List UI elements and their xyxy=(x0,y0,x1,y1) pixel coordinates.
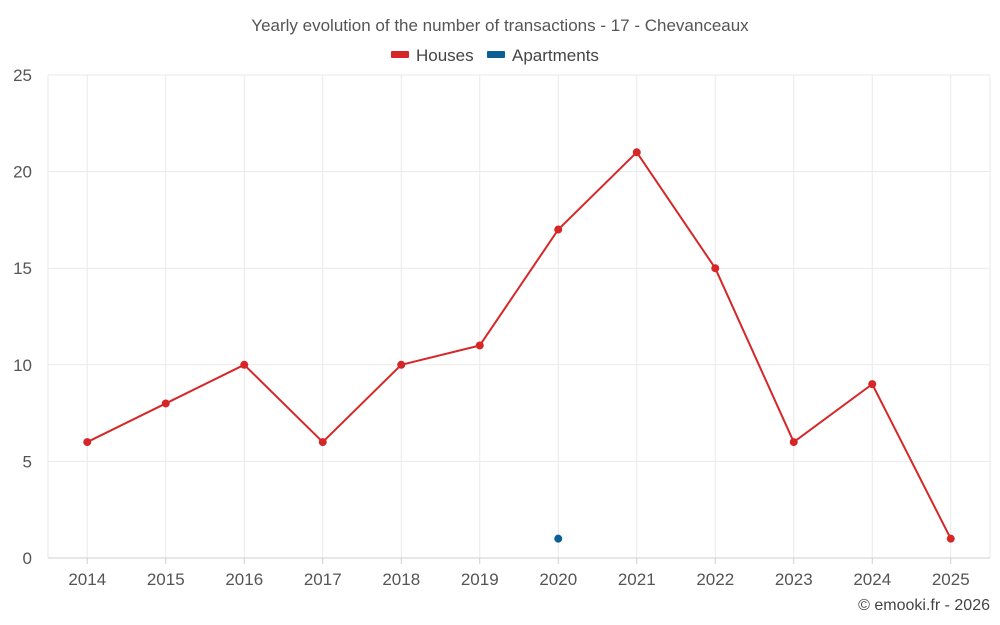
x-tick-label: 2022 xyxy=(696,570,734,589)
x-tick-label: 2025 xyxy=(932,570,970,589)
x-tick-label: 2014 xyxy=(68,570,106,589)
chart-title: Yearly evolution of the number of transa… xyxy=(251,16,749,35)
x-tick-label: 2023 xyxy=(775,570,813,589)
data-point-houses[interactable] xyxy=(711,264,720,273)
y-tick-label: 15 xyxy=(13,259,32,278)
data-point-houses[interactable] xyxy=(868,380,877,389)
data-point-houses[interactable] xyxy=(946,534,955,543)
series-line-houses xyxy=(86,151,952,540)
x-tick-label: 2015 xyxy=(147,570,185,589)
legend: Houses Apartments xyxy=(391,46,599,65)
legend-label-apartments: Apartments xyxy=(512,46,599,65)
data-point-houses[interactable] xyxy=(554,225,563,234)
data-point-apartments[interactable] xyxy=(554,534,563,543)
x-tick-label: 2018 xyxy=(382,570,420,589)
x-tick-label: 2019 xyxy=(461,570,499,589)
y-tick-label: 20 xyxy=(13,163,32,182)
y-tick-label: 0 xyxy=(23,549,32,568)
credit-text: © emooki.fr - 2026 xyxy=(858,597,990,614)
data-point-houses[interactable] xyxy=(240,360,249,369)
legend-item-houses[interactable]: Houses xyxy=(391,46,474,65)
legend-swatch-houses xyxy=(391,51,409,58)
data-point-houses[interactable] xyxy=(789,438,798,447)
x-tick-label: 2020 xyxy=(539,570,577,589)
data-point-houses[interactable] xyxy=(161,399,170,408)
data-point-houses[interactable] xyxy=(318,438,327,447)
grid xyxy=(47,74,991,558)
y-tick-label: 5 xyxy=(23,452,32,471)
x-tick-label: 2024 xyxy=(853,570,891,589)
data-point-houses[interactable] xyxy=(83,438,92,447)
y-tick-label: 25 xyxy=(13,66,32,85)
legend-label-houses: Houses xyxy=(416,46,474,65)
data-point-houses[interactable] xyxy=(397,360,406,369)
data-point-houses[interactable] xyxy=(475,341,484,350)
x-tick-label: 2021 xyxy=(618,570,656,589)
data-point-houses[interactable] xyxy=(632,148,641,157)
x-tick-label: 2016 xyxy=(225,570,263,589)
legend-item-apartments[interactable]: Apartments xyxy=(487,46,599,65)
y-tick-label: 10 xyxy=(13,356,32,375)
x-tick-label: 2017 xyxy=(304,570,342,589)
legend-swatch-apartments xyxy=(487,51,505,58)
series xyxy=(83,148,955,543)
